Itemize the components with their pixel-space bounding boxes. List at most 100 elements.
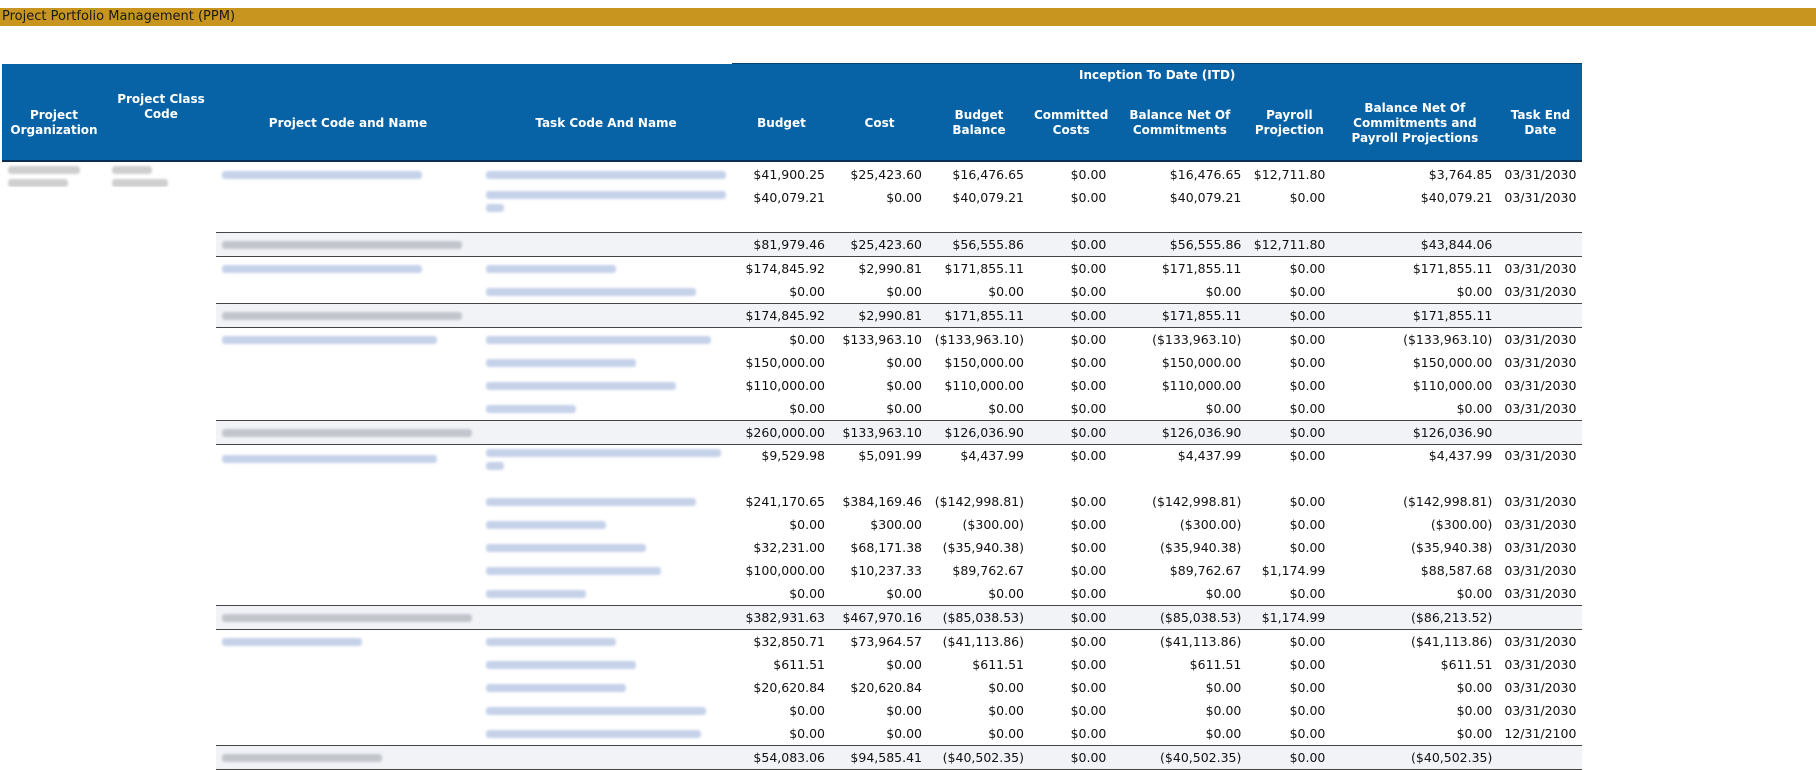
task-code-name-cell bbox=[480, 420, 732, 445]
task-code-link[interactable] bbox=[486, 449, 721, 457]
task-end-date-cell: 03/31/2030 bbox=[1504, 540, 1577, 555]
col-header-budget-balance[interactable]: Budget Balance bbox=[928, 86, 1030, 162]
project-code-name-cell bbox=[216, 490, 480, 513]
task-code-name-cell[interactable] bbox=[480, 445, 732, 491]
task-code-name-cell bbox=[480, 232, 732, 257]
col-header-task-end-date[interactable]: Task End Date bbox=[1498, 86, 1583, 162]
committed-costs-cell: $0.00 bbox=[1070, 680, 1107, 695]
task-code-name-cell[interactable] bbox=[480, 490, 732, 513]
task-code-name-cell[interactable] bbox=[480, 187, 732, 233]
task-code-name-cell[interactable] bbox=[480, 161, 732, 187]
committed-costs-cell: $0.00 bbox=[1070, 401, 1107, 416]
table-row: $0.00 $0.00 $0.00 $0.00 $0.00 $0.00 $0.00 03/31… bbox=[2, 397, 1582, 421]
task-code-link[interactable] bbox=[486, 204, 504, 212]
task-code-link[interactable] bbox=[486, 707, 706, 715]
balance-net-commitments-payroll-cell: $150,000.00 bbox=[1412, 355, 1493, 370]
project-code-link[interactable] bbox=[222, 638, 362, 646]
task-code-link[interactable] bbox=[486, 544, 646, 552]
project-code-name-cell[interactable] bbox=[216, 257, 480, 281]
task-code-link[interactable] bbox=[486, 191, 726, 199]
task-code-link[interactable] bbox=[486, 521, 606, 529]
task-code-link[interactable] bbox=[486, 288, 696, 296]
task-code-link[interactable] bbox=[486, 730, 701, 738]
budget-balance-cell: ($142,998.81) bbox=[934, 494, 1024, 509]
project-code-link[interactable] bbox=[222, 455, 437, 463]
task-code-name-cell[interactable] bbox=[480, 513, 732, 536]
project-code-name-cell[interactable] bbox=[216, 630, 480, 654]
task-code-name-cell[interactable] bbox=[480, 536, 732, 559]
task-code-link[interactable] bbox=[486, 171, 726, 179]
task-code-link[interactable] bbox=[486, 359, 636, 367]
committed-costs-cell: $0.00 bbox=[1070, 261, 1107, 276]
project-code-link[interactable] bbox=[222, 265, 422, 273]
task-code-link[interactable] bbox=[486, 684, 626, 692]
task-code-link[interactable] bbox=[486, 567, 661, 575]
col-header-balance-net-commitments-payroll[interactable]: Balance Net Of Commitments and Payroll P… bbox=[1331, 86, 1499, 162]
task-code-name-cell[interactable] bbox=[480, 676, 732, 699]
task-code-name-cell[interactable] bbox=[480, 699, 732, 722]
task-code-link[interactable] bbox=[486, 590, 586, 598]
task-code-name-cell[interactable] bbox=[480, 653, 732, 676]
project-class-code-cell bbox=[106, 559, 216, 582]
task-code-link[interactable] bbox=[486, 265, 616, 273]
task-code-name-cell[interactable] bbox=[480, 582, 732, 606]
task-code-name-cell[interactable] bbox=[480, 722, 732, 746]
committed-costs-cell: $0.00 bbox=[1030, 232, 1113, 257]
col-header-project-organization[interactable]: Project Organization bbox=[2, 86, 106, 162]
col-header-balance-net-commitments[interactable]: Balance Net Of Commitments bbox=[1112, 86, 1248, 162]
balance-net-commitments-cell: $0.00 bbox=[1205, 726, 1242, 741]
project-code-name-cell bbox=[216, 513, 480, 536]
project-class-code-cell bbox=[106, 280, 216, 304]
task-code-link[interactable] bbox=[486, 462, 504, 470]
task-code-link[interactable] bbox=[486, 405, 576, 413]
payroll-projection-cell: $0.00 bbox=[1289, 401, 1326, 416]
task-code-name-cell[interactable] bbox=[480, 559, 732, 582]
task-end-date-cell: 03/31/2030 bbox=[1504, 680, 1577, 695]
task-code-name-cell[interactable] bbox=[480, 397, 732, 421]
project-code-name-cell[interactable] bbox=[216, 161, 480, 187]
payroll-projection-cell: $1,174.99 bbox=[1261, 563, 1326, 578]
project-code-name-cell[interactable] bbox=[216, 445, 480, 491]
cost-cell: $0.00 bbox=[886, 726, 922, 741]
col-header-task-code-name[interactable]: Task Code And Name bbox=[480, 86, 732, 162]
col-header-payroll-projection[interactable]: Payroll Projection bbox=[1247, 86, 1332, 162]
task-code-name-cell[interactable] bbox=[480, 630, 732, 654]
project-class-code-cell bbox=[106, 374, 216, 397]
cost-cell: $133,963.10 bbox=[831, 420, 928, 445]
committed-costs-cell: $0.00 bbox=[1070, 540, 1107, 555]
budget-balance-cell: ($35,940.38) bbox=[942, 540, 1024, 555]
col-header-project-code-name[interactable]: Project Code and Name bbox=[216, 86, 480, 162]
task-code-link[interactable] bbox=[486, 336, 711, 344]
task-code-link[interactable] bbox=[486, 638, 616, 646]
task-code-link[interactable] bbox=[486, 382, 676, 390]
project-subtotal-label-cell bbox=[216, 605, 480, 630]
col-header-committed-costs[interactable]: Committed Costs bbox=[1030, 86, 1113, 162]
subtotal-row: $174,845.92 $2,990.81 $171,855.11 $0.00 $171… bbox=[2, 303, 1583, 328]
task-end-date-cell: 12/31/2100 bbox=[1504, 726, 1577, 741]
project-code-name-cell[interactable] bbox=[216, 328, 480, 352]
col-header-project-class-code[interactable]: Project Class Code bbox=[106, 86, 216, 162]
cost-cell: $0.00 bbox=[886, 355, 922, 370]
project-organization-cell bbox=[2, 257, 106, 281]
project-code-name-cell bbox=[216, 582, 480, 606]
col-header-cost[interactable]: Cost bbox=[831, 86, 928, 162]
project-organization-cell bbox=[2, 746, 106, 770]
task-code-name-cell[interactable] bbox=[480, 257, 732, 281]
cost-cell: $73,964.57 bbox=[850, 634, 922, 649]
committed-costs-cell: $0.00 bbox=[1070, 657, 1107, 672]
project-organization-cell bbox=[2, 233, 106, 257]
task-code-name-cell[interactable] bbox=[480, 374, 732, 397]
col-header-budget[interactable]: Budget bbox=[732, 86, 831, 162]
project-class-code-cell bbox=[106, 513, 216, 536]
task-code-name-cell[interactable] bbox=[480, 351, 732, 374]
task-code-link[interactable] bbox=[486, 661, 636, 669]
project-code-link[interactable] bbox=[222, 171, 422, 179]
budget-cell: $0.00 bbox=[789, 586, 825, 601]
task-code-name-cell[interactable] bbox=[480, 328, 732, 352]
project-organization-cell bbox=[2, 606, 106, 630]
table-row: $150,000.00 $0.00 $150,000.00 $0.00 $150,000… bbox=[2, 351, 1582, 374]
task-code-name-cell[interactable] bbox=[480, 280, 732, 304]
task-code-link[interactable] bbox=[486, 498, 696, 506]
committed-costs-cell: $0.00 bbox=[1070, 517, 1107, 532]
project-code-link[interactable] bbox=[222, 336, 437, 344]
